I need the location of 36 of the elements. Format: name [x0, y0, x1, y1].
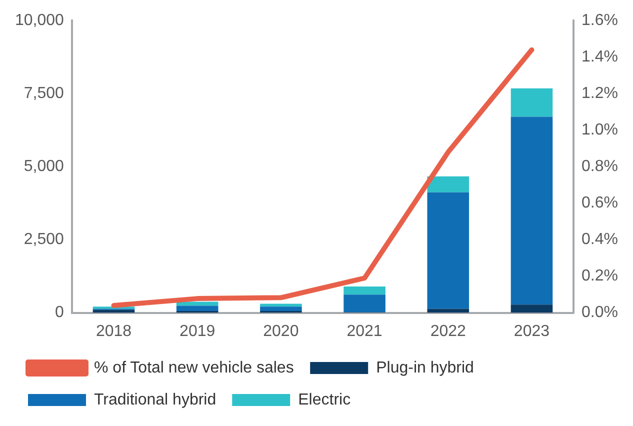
- x-tick-label: 2021: [346, 322, 382, 340]
- y2-tick-label: 1.6%: [582, 12, 618, 30]
- legend-label: Traditional hybrid: [94, 391, 216, 408]
- legend-label: % of Total new vehicle sales: [94, 359, 294, 376]
- bar: [427, 192, 470, 309]
- bar: [176, 302, 218, 306]
- y2-tick-label: 1.2%: [582, 85, 618, 102]
- bar: [510, 88, 553, 117]
- x-tick-label: 2018: [96, 322, 132, 340]
- y2-tick-label: 1.4%: [582, 48, 618, 66]
- bar: [510, 304, 553, 313]
- bar: [510, 116, 553, 305]
- bar: [260, 306, 302, 312]
- legend-label: Electric: [298, 391, 351, 408]
- y2-tick-label: 1.0%: [582, 122, 618, 139]
- x-tick-label: 2019: [180, 322, 216, 340]
- y-tick-label: 2,500: [24, 231, 64, 248]
- bar: [344, 294, 386, 312]
- y-tick-label: 10,000: [15, 12, 64, 30]
- x-tick-label: 2022: [430, 322, 466, 340]
- legend-label: Plug-in hybrid: [376, 359, 474, 376]
- bar: [260, 304, 302, 307]
- y2-tick-label: 0.6%: [582, 194, 618, 212]
- y-tick-label: 7,500: [24, 85, 64, 102]
- bar: [344, 286, 386, 295]
- x-tick-label: 2023: [514, 322, 550, 340]
- y-tick-label: 5,000: [24, 158, 64, 176]
- bar: [176, 306, 218, 312]
- y2-tick-label: 0.0%: [582, 304, 618, 322]
- y2-tick-label: 0.8%: [582, 158, 618, 176]
- y2-tick-label: 0.4%: [582, 231, 618, 248]
- y2-tick-label: 0.2%: [582, 268, 618, 285]
- y-tick-label: 0: [55, 304, 64, 322]
- bar: [427, 176, 470, 192]
- bar: [427, 308, 470, 313]
- x-tick-label: 2020: [263, 322, 299, 340]
